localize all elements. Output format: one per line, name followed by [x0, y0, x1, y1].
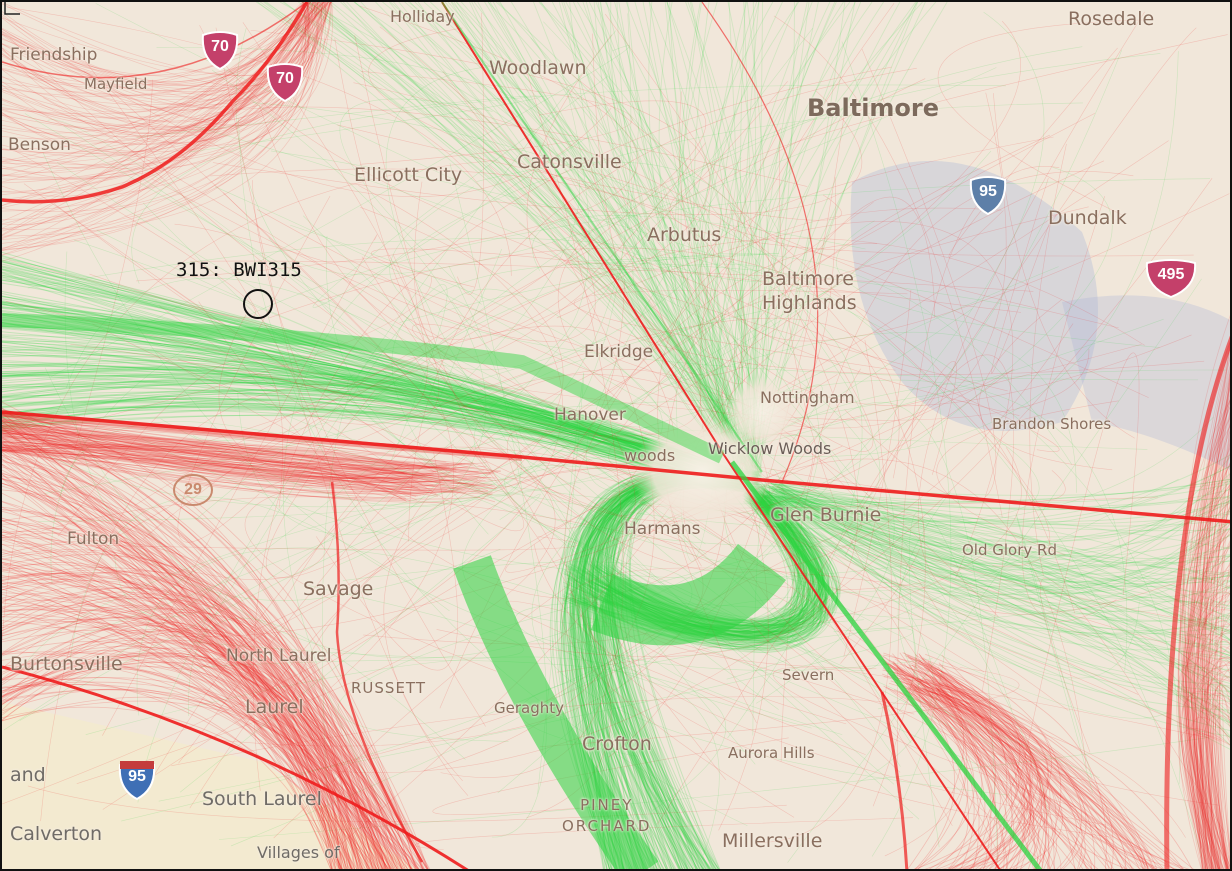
- station-label: 315: BWI315: [176, 259, 302, 281]
- place-label-wicklow-woods: Wicklow Woods: [708, 439, 832, 458]
- shield-number: 495: [1157, 266, 1185, 283]
- place-label-ellicott-city: Ellicott City: [354, 164, 463, 186]
- place-label-glen-burnie: Glen Burnie: [770, 504, 882, 526]
- place-label-nottingham: Nottingham: [760, 388, 855, 407]
- interstate-70-shield-2: 70: [264, 61, 306, 103]
- interstate-95-shield-north: 95: [967, 174, 1009, 216]
- place-label-piney-orchard: PINEY ORCHARD: [562, 796, 652, 835]
- place-label-baltimore: Baltimore: [807, 94, 940, 122]
- place-label-crofton: Crofton: [582, 733, 652, 755]
- interstate-495-shield: 495: [1143, 257, 1199, 299]
- place-label-fulton: Fulton: [67, 529, 120, 549]
- place-label-friendship: Friendship: [10, 45, 98, 65]
- place-label-baltimore-highlands: Baltimore Highlands: [762, 268, 857, 314]
- place-label-aurora-hills: Aurora Hills: [728, 744, 815, 762]
- bwi-airport-clearing-north: [727, 377, 797, 447]
- place-label-burtonsville: Burtonsville: [10, 653, 123, 675]
- place-label-harmans: Harmans: [624, 519, 701, 539]
- place-label-woods: woods: [624, 446, 676, 465]
- shield-icon: [1145, 259, 1197, 299]
- place-label-old-glory: Old Glory Rd: [962, 541, 1057, 559]
- interstate-95-shield-south: 95: [116, 759, 158, 801]
- place-label-and: and: [10, 764, 46, 786]
- place-label-russett: RUSSETT: [351, 679, 426, 697]
- place-label-geraghty: Geraghty: [494, 699, 564, 717]
- station-marker[interactable]: [243, 289, 273, 319]
- basemap-land-south: [2, 702, 417, 869]
- place-label-millersville: Millersville: [722, 830, 823, 852]
- place-label-laurel: Laurel: [245, 696, 304, 718]
- place-label-benson: Benson: [8, 135, 71, 155]
- shield-number: 95: [979, 183, 997, 200]
- place-label-hanover: Hanover: [554, 405, 626, 425]
- place-label-holliday: Holliday: [390, 7, 455, 26]
- bay-water: [1062, 295, 1230, 471]
- place-label-savage: Savage: [303, 578, 374, 600]
- shield-icon: [118, 761, 156, 801]
- place-label-north-laurel: North Laurel: [226, 646, 332, 666]
- shield-icon: [201, 31, 239, 71]
- shield-number: 29: [184, 481, 202, 498]
- place-label-catonsville: Catonsville: [517, 151, 622, 173]
- place-label-rosedale: Rosedale: [1068, 8, 1155, 30]
- us-29-shield: 29: [172, 469, 214, 511]
- shield-number: 70: [276, 70, 294, 87]
- place-label-villages-of: Villages of: [257, 843, 340, 862]
- shield-icon: [969, 176, 1007, 216]
- place-label-arbutus: Arbutus: [647, 224, 722, 246]
- place-label-elkridge: Elkridge: [584, 342, 654, 362]
- place-label-south-laurel: South Laurel: [202, 788, 322, 810]
- crosshair-icon: [4, 2, 20, 15]
- shield-number: 95: [128, 768, 146, 785]
- place-label-woodlawn: Woodlawn: [489, 57, 587, 79]
- place-label-mayfield: Mayfield: [84, 75, 148, 93]
- place-label-calverton: Calverton: [10, 823, 103, 845]
- baltimore-harbor: [850, 160, 1098, 431]
- bwi-airport-clearing: [632, 417, 772, 527]
- shield-icon: [173, 474, 213, 506]
- interstate-70-shield: 70: [199, 29, 241, 71]
- place-label-brandon-shores: Brandon Shores: [992, 415, 1112, 433]
- shield-icon: [266, 63, 304, 103]
- place-label-dundalk: Dundalk: [1048, 207, 1127, 229]
- place-label-severn: Severn: [782, 666, 835, 684]
- shield-number: 70: [211, 38, 229, 55]
